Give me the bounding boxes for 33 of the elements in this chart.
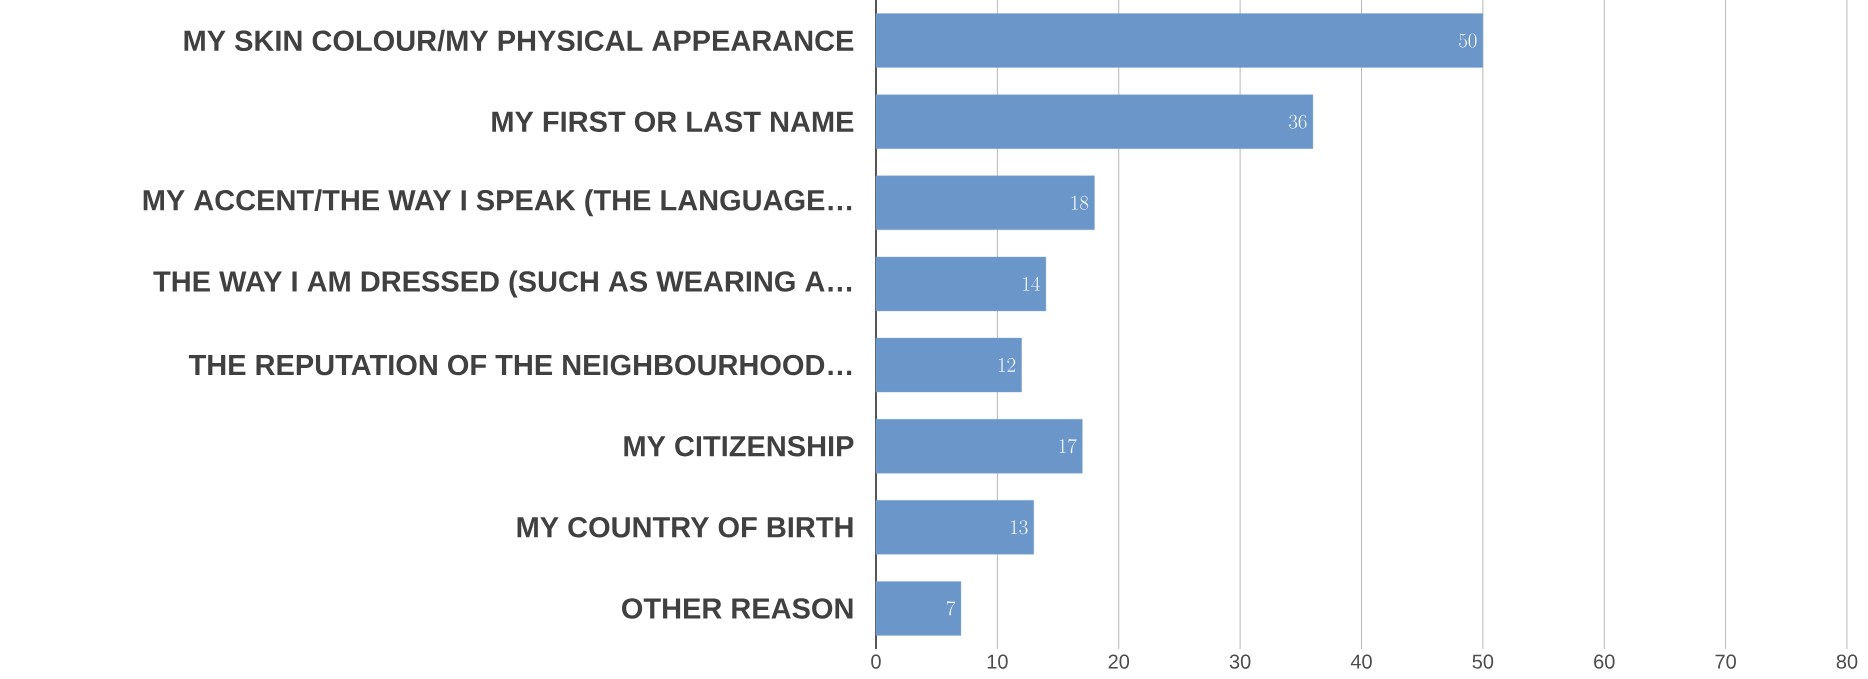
data-label: 13: [1011, 520, 1028, 535]
y-tick-label: MY CITIZENSHIP: [624, 435, 854, 457]
bar: [875, 500, 1034, 555]
data-label: 17: [1059, 438, 1077, 454]
bar: [875, 337, 1022, 393]
x-tick-label: 70: [1715, 654, 1736, 669]
x-tick-label: 80: [1836, 654, 1858, 669]
y-tick-label: MY FIRST OR LAST NAME: [492, 111, 854, 132]
x-tick-label: 30: [1229, 654, 1251, 669]
y-tick-label: THE WAY I AM DRESSED (SUCH AS WEARING A…: [153, 270, 852, 298]
y-tick-label: OTHER REASON: [622, 598, 853, 619]
bar: [875, 13, 1484, 68]
x-tick-label: 10: [987, 654, 1008, 669]
data-label: 12: [998, 358, 1016, 372]
data-label: 50: [1459, 33, 1477, 48]
x-tick-label: 60: [1594, 654, 1615, 669]
x-tick-label: 0: [871, 654, 881, 669]
data-label: 36: [1289, 114, 1307, 129]
bar: [875, 581, 962, 636]
x-tick-label: 40: [1350, 654, 1372, 669]
data-label: 7: [946, 601, 956, 616]
y-tick-label: MY COUNTRY OF BIRTH: [517, 517, 853, 538]
x-tick-label: 50: [1472, 654, 1494, 669]
bar: [875, 418, 1083, 474]
y-tick-label: MY SKIN COLOUR/MY PHYSICAL APPEARANCE: [184, 29, 854, 52]
bar: [875, 94, 1314, 149]
x-tick-label: 20: [1108, 654, 1130, 669]
data-label: 18: [1071, 195, 1089, 210]
data-label: 14: [1023, 276, 1040, 291]
bar: [875, 256, 1047, 312]
y-tick-label: MY ACCENT/THE WAY I SPEAK (THE LANGUAGE…: [143, 189, 852, 217]
bar: [875, 175, 1095, 231]
y-tick-label: THE REPUTATION OF THE NEIGHBOURHOOD…: [188, 354, 852, 376]
